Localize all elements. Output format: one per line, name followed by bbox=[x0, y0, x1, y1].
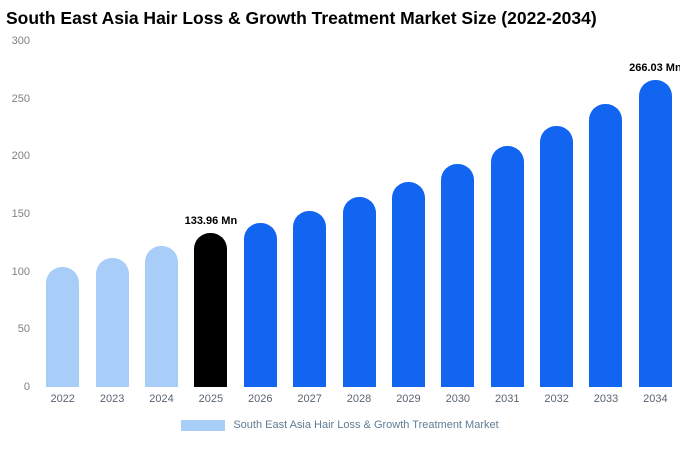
x-tick-label: 2024 bbox=[149, 393, 174, 405]
bar-column bbox=[384, 41, 433, 387]
bar bbox=[342, 196, 376, 387]
x-tick-label: 2028 bbox=[346, 393, 372, 405]
x-tick-label: 2034 bbox=[643, 393, 668, 405]
bar-column: 266.03 Mn bbox=[629, 41, 680, 387]
x-tick-label: 2030 bbox=[445, 393, 471, 405]
y-tick-label: 50 bbox=[17, 323, 30, 336]
bar-chart: 0 50 100 150 200 250 300 133.96 Mn 266.03 Mn bbox=[12, 35, 680, 393]
bar-column bbox=[532, 41, 581, 387]
y-tick-label: 0 bbox=[23, 381, 30, 393]
bar bbox=[194, 232, 228, 387]
y-tick-label: 150 bbox=[11, 208, 30, 220]
x-tick-label: 2031 bbox=[494, 393, 520, 405]
legend-label: South East Asia Hair Loss & Growth Treat… bbox=[233, 419, 499, 431]
y-tick-label: 300 bbox=[11, 35, 30, 47]
bar-column: 133.96 Mn bbox=[184, 41, 238, 387]
plot-area: 133.96 Mn 266.03 Mn bbox=[38, 41, 680, 387]
bar-column bbox=[236, 41, 285, 387]
bar-column bbox=[334, 41, 383, 387]
bar-column bbox=[483, 41, 532, 387]
bar bbox=[46, 267, 80, 387]
bar bbox=[589, 104, 623, 387]
bar-column bbox=[87, 41, 136, 387]
bar bbox=[95, 257, 129, 387]
x-tick-label: 2026 bbox=[248, 393, 273, 405]
bar bbox=[490, 145, 524, 387]
y-tick-label: 250 bbox=[11, 92, 30, 105]
y-tick-label: 200 bbox=[11, 150, 30, 163]
page-title: South East Asia Hair Loss & Growth Treat… bbox=[6, 8, 597, 28]
x-tick-label: 2022 bbox=[50, 393, 75, 405]
bar-column bbox=[433, 41, 482, 387]
y-tick-label: 100 bbox=[11, 265, 30, 278]
x-tick-label: 2027 bbox=[297, 393, 322, 405]
bar bbox=[540, 126, 574, 387]
x-axis: 2022 2023 2024 2025 2026 2027 2028 2029 2030 2031… bbox=[38, 393, 680, 405]
bar bbox=[638, 80, 672, 387]
x-tick-label: 2032 bbox=[544, 393, 569, 405]
legend-swatch bbox=[181, 419, 226, 431]
data-label: 266.03 Mn bbox=[629, 62, 680, 75]
bar-column bbox=[38, 41, 87, 387]
x-tick-label: 2029 bbox=[396, 393, 421, 405]
y-axis: 0 50 100 150 200 250 300 bbox=[0, 35, 32, 393]
legend: South East Asia Hair Loss & Growth Treat… bbox=[0, 419, 680, 431]
bar bbox=[391, 181, 425, 387]
x-tick-label: 2023 bbox=[99, 393, 125, 405]
bar bbox=[293, 210, 327, 387]
bar bbox=[144, 246, 178, 387]
bar bbox=[243, 223, 277, 387]
bar bbox=[441, 164, 475, 387]
x-tick-label: 2033 bbox=[593, 393, 619, 405]
x-tick-label: 2025 bbox=[198, 393, 224, 405]
bar-column bbox=[285, 41, 334, 387]
bar-column bbox=[581, 41, 630, 387]
data-label: 133.96 Mn bbox=[184, 214, 238, 227]
bar-column bbox=[137, 41, 186, 387]
